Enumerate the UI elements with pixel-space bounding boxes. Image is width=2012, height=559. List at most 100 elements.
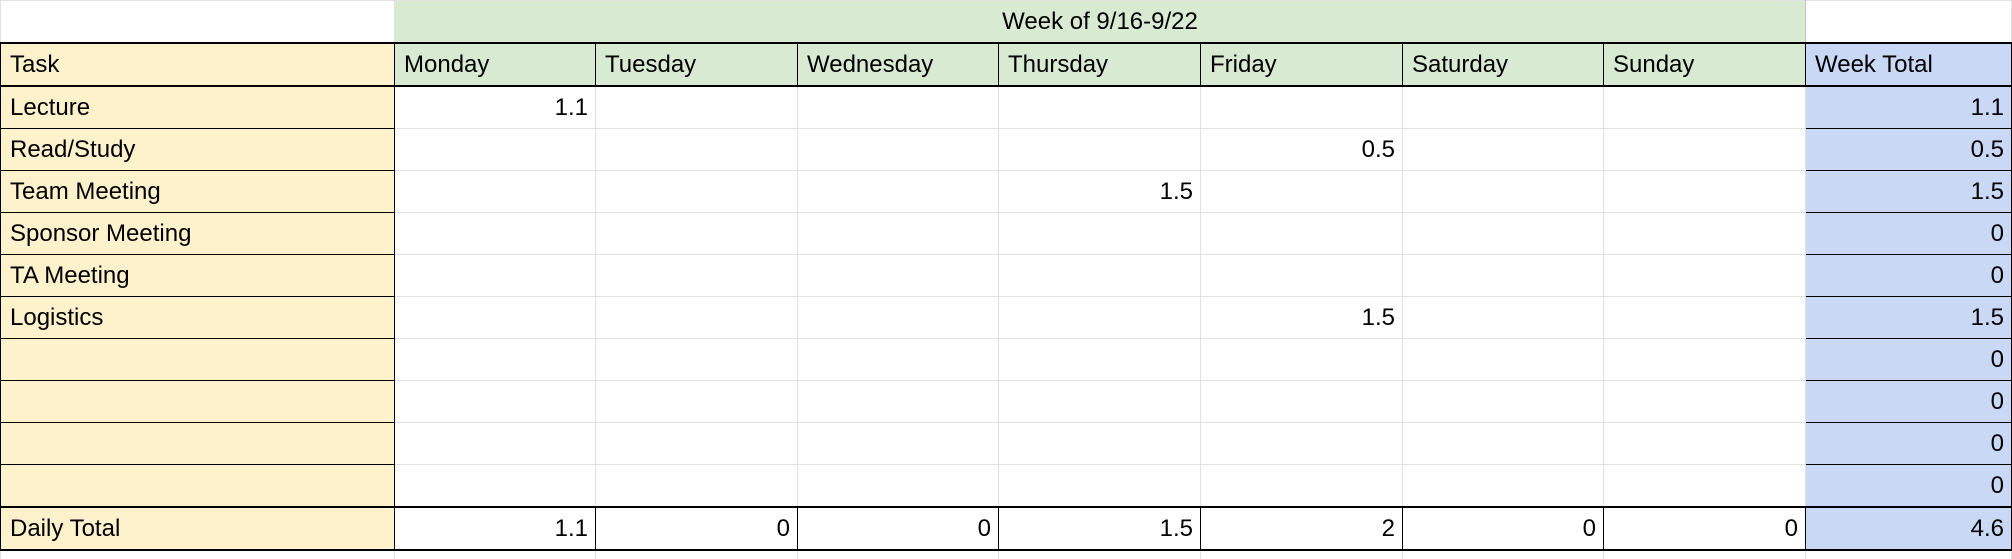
- task-name-cell[interactable]: Lecture: [0, 85, 395, 129]
- hours-cell[interactable]: [1603, 296, 1806, 339]
- daily-total-cell[interactable]: 0: [797, 506, 999, 551]
- empty-cell[interactable]: [1805, 549, 2012, 559]
- hours-cell[interactable]: [1402, 212, 1604, 255]
- hours-cell[interactable]: [595, 338, 798, 381]
- task-name-cell[interactable]: [0, 422, 395, 465]
- hours-cell[interactable]: [1402, 380, 1604, 423]
- hours-cell[interactable]: [797, 296, 999, 339]
- hours-cell[interactable]: 1.1: [394, 85, 596, 129]
- row-total-cell[interactable]: 0: [1805, 254, 2012, 297]
- week-banner-cell[interactable]: Week of 9/16-9/22: [394, 0, 1806, 44]
- hours-cell[interactable]: [998, 254, 1201, 297]
- hours-cell[interactable]: [595, 254, 798, 297]
- cell-blank-i1[interactable]: [1805, 0, 2012, 44]
- header-task[interactable]: Task: [0, 42, 395, 87]
- row-total-cell[interactable]: 0.5: [1805, 128, 2012, 171]
- hours-cell[interactable]: [1200, 338, 1403, 381]
- hours-cell[interactable]: [998, 212, 1201, 255]
- task-name-cell[interactable]: [0, 338, 395, 381]
- row-total-cell[interactable]: 0: [1805, 338, 2012, 381]
- hours-cell[interactable]: [394, 128, 596, 171]
- hours-cell[interactable]: [1402, 464, 1604, 508]
- hours-cell[interactable]: [1200, 464, 1403, 508]
- daily-total-cell[interactable]: 0: [1603, 506, 1806, 551]
- task-name-cell[interactable]: [0, 464, 395, 508]
- hours-cell[interactable]: [394, 170, 596, 213]
- hours-cell[interactable]: [1603, 380, 1806, 423]
- hours-cell[interactable]: [797, 380, 999, 423]
- hours-cell[interactable]: [394, 422, 596, 465]
- row-total-cell[interactable]: 1.1: [1805, 85, 2012, 129]
- daily-total-label[interactable]: Daily Total: [0, 506, 395, 551]
- hours-cell[interactable]: [998, 85, 1201, 129]
- task-name-cell[interactable]: TA Meeting: [0, 254, 395, 297]
- header-day-friday[interactable]: Friday: [1200, 42, 1403, 87]
- hours-cell[interactable]: [394, 380, 596, 423]
- hours-cell[interactable]: [1402, 296, 1604, 339]
- row-total-cell[interactable]: 0: [1805, 380, 2012, 423]
- hours-cell[interactable]: [797, 85, 999, 129]
- row-total-cell[interactable]: 1.5: [1805, 170, 2012, 213]
- task-name-cell[interactable]: Logistics: [0, 296, 395, 339]
- hours-cell[interactable]: [998, 338, 1201, 381]
- hours-cell[interactable]: [1402, 85, 1604, 129]
- hours-cell[interactable]: [1402, 128, 1604, 171]
- hours-cell[interactable]: [797, 338, 999, 381]
- header-day-sunday[interactable]: Sunday: [1603, 42, 1806, 87]
- row-total-cell[interactable]: 1.5: [1805, 296, 2012, 339]
- hours-cell[interactable]: [394, 464, 596, 508]
- hours-cell[interactable]: [394, 338, 596, 381]
- hours-cell[interactable]: [595, 128, 798, 171]
- hours-cell[interactable]: [1200, 254, 1403, 297]
- header-day-saturday[interactable]: Saturday: [1402, 42, 1604, 87]
- hours-cell[interactable]: [1603, 85, 1806, 129]
- header-week-total[interactable]: Week Total: [1805, 42, 2012, 87]
- hours-cell[interactable]: [1402, 338, 1604, 381]
- hours-cell[interactable]: [998, 296, 1201, 339]
- task-name-cell[interactable]: [0, 380, 395, 423]
- hours-cell[interactable]: [998, 422, 1201, 465]
- hours-cell[interactable]: [595, 380, 798, 423]
- row-total-cell[interactable]: 0: [1805, 422, 2012, 465]
- hours-cell[interactable]: [797, 254, 999, 297]
- hours-cell[interactable]: [998, 128, 1201, 171]
- daily-total-cell[interactable]: 0: [595, 506, 798, 551]
- header-day-wednesday[interactable]: Wednesday: [797, 42, 999, 87]
- hours-cell[interactable]: [595, 296, 798, 339]
- hours-cell[interactable]: [394, 212, 596, 255]
- hours-cell[interactable]: [1603, 338, 1806, 381]
- hours-cell[interactable]: [1603, 422, 1806, 465]
- daily-total-cell[interactable]: 1.5: [998, 506, 1201, 551]
- header-day-thursday[interactable]: Thursday: [998, 42, 1201, 87]
- hours-cell[interactable]: [1402, 422, 1604, 465]
- hours-cell[interactable]: [595, 464, 798, 508]
- row-total-cell[interactable]: 0: [1805, 212, 2012, 255]
- task-name-cell[interactable]: Sponsor Meeting: [0, 212, 395, 255]
- hours-cell[interactable]: [1603, 254, 1806, 297]
- daily-total-cell[interactable]: 0: [1402, 506, 1604, 551]
- hours-cell[interactable]: [1402, 170, 1604, 213]
- hours-cell[interactable]: [797, 212, 999, 255]
- hours-cell[interactable]: [394, 254, 596, 297]
- hours-cell[interactable]: [1200, 85, 1403, 129]
- daily-total-cell[interactable]: 2: [1200, 506, 1403, 551]
- hours-cell[interactable]: [1200, 212, 1403, 255]
- hours-cell[interactable]: [595, 422, 798, 465]
- hours-cell[interactable]: 1.5: [1200, 296, 1403, 339]
- hours-cell[interactable]: [1603, 212, 1806, 255]
- hours-cell[interactable]: [394, 296, 596, 339]
- hours-cell[interactable]: [1200, 422, 1403, 465]
- hours-cell[interactable]: [1603, 128, 1806, 171]
- hours-cell[interactable]: [797, 128, 999, 171]
- header-day-tuesday[interactable]: Tuesday: [595, 42, 798, 87]
- hours-cell[interactable]: [1603, 464, 1806, 508]
- hours-cell[interactable]: [595, 170, 798, 213]
- hours-cell[interactable]: [797, 422, 999, 465]
- grand-total-cell[interactable]: 4.6: [1805, 506, 2012, 551]
- hours-cell[interactable]: [998, 380, 1201, 423]
- hours-cell[interactable]: [1603, 170, 1806, 213]
- hours-cell[interactable]: 0.5: [1200, 128, 1403, 171]
- daily-total-cell[interactable]: 1.1: [394, 506, 596, 551]
- hours-cell[interactable]: [595, 212, 798, 255]
- hours-cell[interactable]: [1200, 380, 1403, 423]
